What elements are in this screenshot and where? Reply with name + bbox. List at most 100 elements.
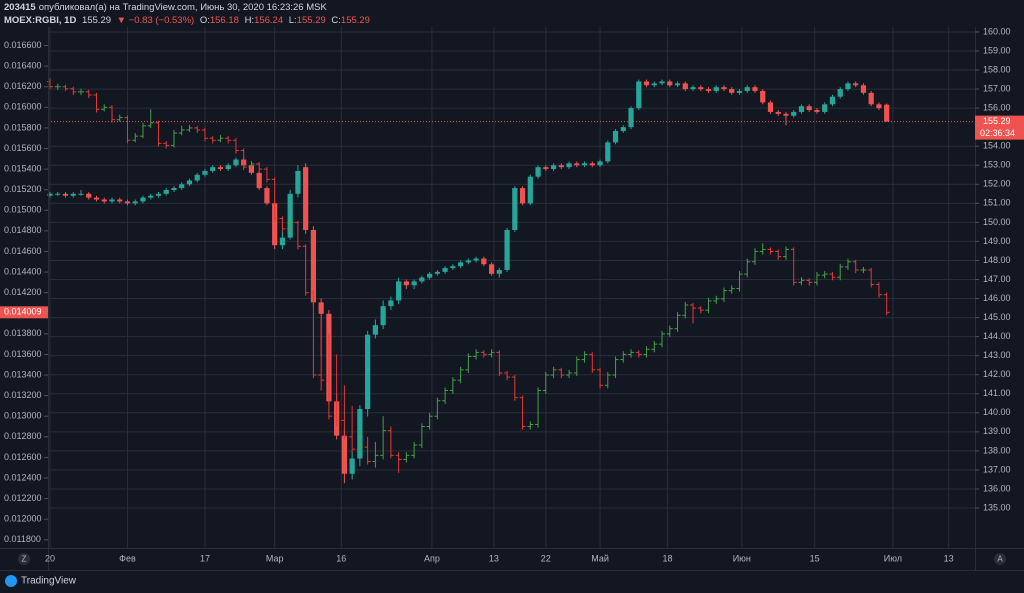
candle-body bbox=[78, 193, 84, 195]
right-button-text[interactable]: A bbox=[997, 555, 1003, 564]
x-tick-label: 13 bbox=[489, 553, 499, 563]
candle-body bbox=[690, 87, 696, 90]
y-tick-label: 0.014200 bbox=[4, 287, 42, 297]
candle-body bbox=[419, 277, 425, 282]
y2-tick-label: 145.00 bbox=[983, 312, 1011, 322]
marks bbox=[47, 78, 975, 484]
y-tick-label: 0.012000 bbox=[4, 514, 42, 524]
x-tick-label: 17 bbox=[200, 553, 210, 563]
candle-body bbox=[349, 458, 355, 474]
candle-body bbox=[163, 190, 169, 194]
y-tick-label: 0.013200 bbox=[4, 390, 42, 400]
y2-tick-label: 146.00 bbox=[983, 293, 1011, 303]
candle-body bbox=[388, 300, 394, 307]
candle-body bbox=[47, 193, 53, 196]
y-tick-label: 0.014800 bbox=[4, 225, 42, 235]
candle-body bbox=[566, 163, 572, 168]
left-button-text[interactable]: Z bbox=[22, 555, 27, 564]
candle-body bbox=[519, 188, 526, 204]
candle-body bbox=[365, 334, 371, 409]
axes: Z A TradingView 20 Фев 17 Мар 16 Апр 13 22 Май 18… bbox=[0, 26, 1024, 587]
y2-tick-label: 151.00 bbox=[983, 198, 1011, 208]
candle-body bbox=[674, 83, 681, 86]
candle-body bbox=[403, 281, 409, 286]
left-button[interactable] bbox=[18, 553, 30, 565]
candle-body bbox=[581, 163, 588, 166]
candle-body bbox=[643, 81, 650, 86]
y-tick-label: 0.013000 bbox=[4, 411, 42, 421]
y-tick-label: 0.012800 bbox=[4, 431, 42, 441]
candle-body bbox=[70, 193, 76, 196]
candle-body bbox=[698, 87, 704, 90]
o-label: O: bbox=[199, 15, 210, 26]
y-tick-label: 0.014400 bbox=[4, 266, 42, 276]
candle-body bbox=[535, 167, 541, 177]
candle-body bbox=[628, 108, 634, 128]
y-tick-label: 0.015600 bbox=[4, 143, 42, 153]
h-label: H: bbox=[244, 15, 255, 26]
candle-body bbox=[93, 197, 100, 200]
candle-body bbox=[837, 89, 843, 97]
candle-body bbox=[380, 306, 386, 326]
y2-tick-label: 140.00 bbox=[983, 407, 1011, 417]
y2-tick-label: 138.00 bbox=[983, 445, 1011, 455]
candle-body bbox=[597, 161, 603, 166]
y-tick-label: 0.015000 bbox=[4, 205, 42, 215]
x-tick-label: Фев bbox=[119, 553, 136, 563]
right-button[interactable] bbox=[994, 553, 1006, 565]
y-tick-label: 0.011800 bbox=[4, 534, 41, 544]
x-tick-label: Июн bbox=[733, 553, 751, 563]
candle-body bbox=[372, 325, 378, 335]
candle-body bbox=[822, 104, 828, 112]
y2-tick-label: 156.00 bbox=[983, 102, 1011, 112]
user: 203415 bbox=[4, 2, 36, 13]
candle-body bbox=[225, 165, 231, 170]
candle-body bbox=[264, 188, 270, 204]
brand: TradingView bbox=[21, 576, 77, 587]
candle-body bbox=[117, 199, 123, 202]
candle-body bbox=[884, 104, 890, 122]
candle-body bbox=[233, 159, 239, 166]
y2-tick-label: 149.00 bbox=[983, 236, 1011, 246]
y-tick-label: 0.013800 bbox=[4, 328, 42, 338]
candle-body bbox=[140, 197, 146, 202]
y-tick-label: 0.012600 bbox=[4, 452, 42, 462]
y-tick-label: 0.013400 bbox=[4, 369, 42, 379]
candle-body bbox=[550, 165, 557, 170]
published: опубликовал(а) на TradingView.com, Июнь … bbox=[38, 2, 327, 13]
candle-body bbox=[682, 83, 688, 90]
y2-tick-label: 144.00 bbox=[983, 331, 1011, 341]
candle-body bbox=[295, 170, 301, 194]
c-value: 155.29 bbox=[340, 15, 370, 26]
candle-body bbox=[256, 172, 262, 189]
candle-body bbox=[713, 87, 719, 91]
candle-body bbox=[636, 81, 642, 109]
candle-body bbox=[186, 180, 193, 185]
candle-body bbox=[574, 163, 580, 166]
l-value: 155.29 bbox=[296, 15, 326, 26]
y2-tick-label: 148.00 bbox=[983, 255, 1011, 265]
candle-body bbox=[86, 193, 92, 198]
candle-body bbox=[434, 271, 440, 274]
candle-body bbox=[845, 83, 851, 90]
candle-body bbox=[481, 258, 487, 265]
candle-body bbox=[465, 260, 471, 263]
x-tick-label: Май bbox=[591, 553, 609, 563]
candle-body bbox=[109, 199, 115, 202]
candle-body bbox=[860, 85, 867, 93]
candle-body bbox=[488, 264, 495, 274]
symbol: MOEX:RGBI, 1D bbox=[4, 15, 77, 26]
y2-tick-label: 152.00 bbox=[983, 179, 1011, 189]
candle-body bbox=[605, 142, 611, 162]
y-tick-label: 0.016400 bbox=[4, 61, 42, 71]
candle-body bbox=[450, 266, 456, 269]
y-tick-label: 0.016000 bbox=[4, 102, 42, 112]
y-tick-label: 0.015800 bbox=[4, 122, 42, 132]
candle-body bbox=[667, 81, 673, 86]
y2-tick-label: 141.00 bbox=[983, 388, 1011, 398]
candle-body bbox=[496, 269, 502, 274]
o-value: 156.18 bbox=[209, 15, 239, 26]
candle-body bbox=[148, 195, 154, 198]
x-tick-label: 20 bbox=[45, 553, 55, 563]
candle-body bbox=[791, 111, 797, 116]
